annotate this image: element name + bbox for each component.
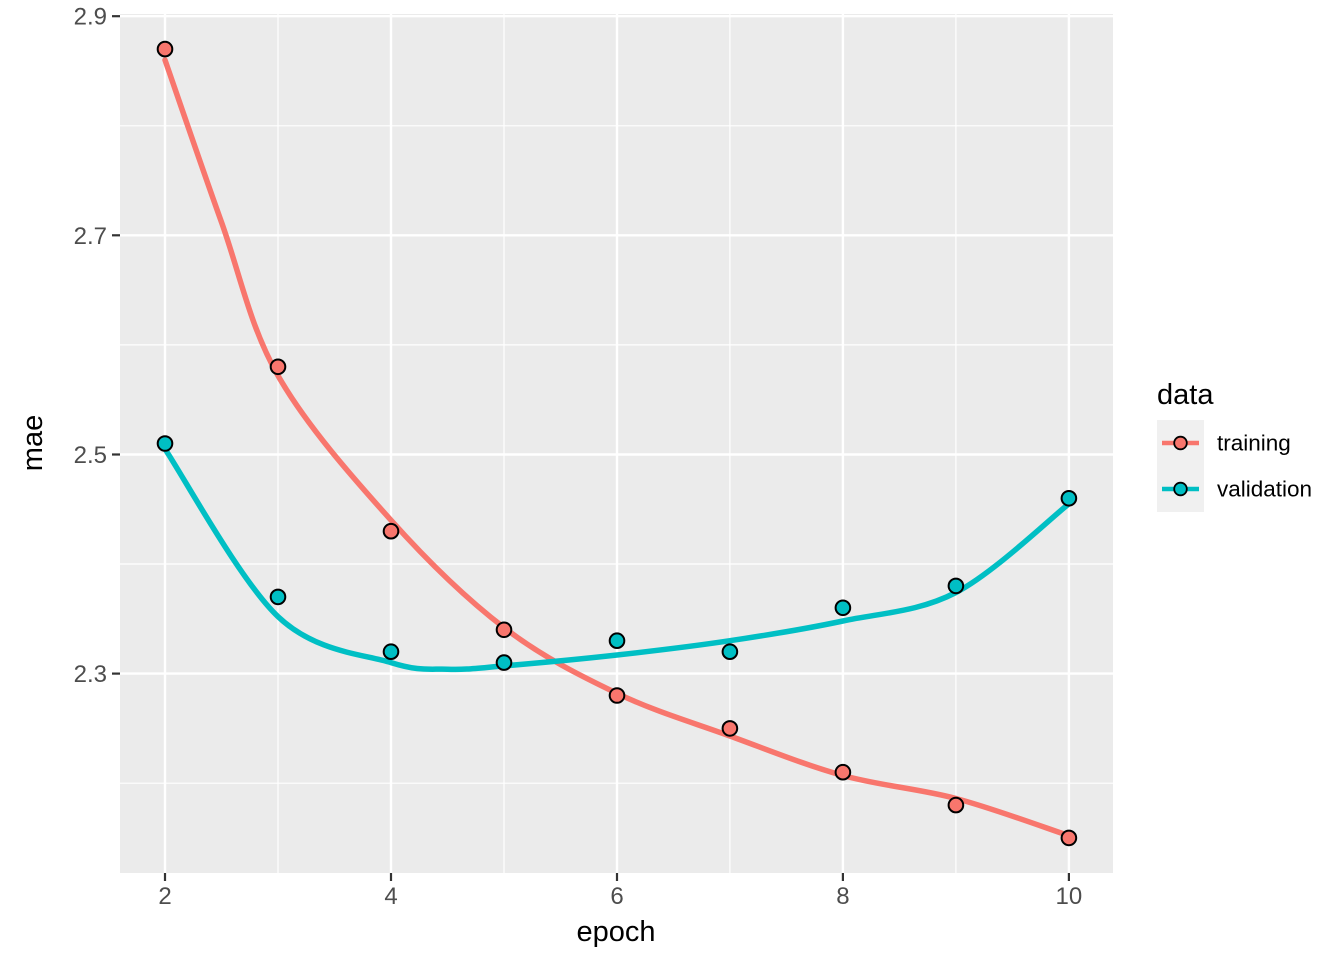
legend-key-point-validation <box>1173 481 1188 497</box>
point-training-epoch-9 <box>947 796 965 814</box>
y-axis-title: mae <box>17 415 49 471</box>
point-validation-epoch-8 <box>834 599 852 617</box>
y-tick-label: 2.3 <box>74 661 107 688</box>
smooth-line-validation <box>162 446 1072 673</box>
x-tick-label: 10 <box>1056 883 1083 910</box>
x-tick-label: 2 <box>158 883 171 910</box>
y-tick-label: 2.9 <box>74 4 107 31</box>
point-training-epoch-6 <box>608 687 626 704</box>
x-tick-label: 4 <box>384 883 397 910</box>
smooth-line-training <box>162 57 1072 839</box>
point-validation-epoch-10 <box>1060 490 1078 507</box>
point-validation-epoch-6 <box>608 632 626 650</box>
point-validation-epoch-5 <box>495 654 513 671</box>
y-tick-label: 2.7 <box>74 223 107 250</box>
legend-entry-training: training <box>1157 420 1291 466</box>
legend-label-validation: validation <box>1217 477 1312 502</box>
point-validation-epoch-4 <box>382 643 400 661</box>
point-training-epoch-5 <box>495 621 513 639</box>
legend-entry-validation: validation <box>1157 466 1312 512</box>
point-training-epoch-7 <box>721 720 739 737</box>
point-validation-epoch-2 <box>156 435 174 452</box>
x-tick-label: 8 <box>836 883 849 910</box>
point-training-epoch-10 <box>1060 829 1078 847</box>
x-axis-title: epoch <box>576 916 655 948</box>
point-training-epoch-4 <box>382 522 400 540</box>
legend: data training validation <box>1157 379 1312 512</box>
legend-key-point-training <box>1173 435 1188 451</box>
legend-label-training: training <box>1217 431 1291 456</box>
x-tick-label: 6 <box>610 883 623 910</box>
point-training-epoch-3 <box>269 358 287 376</box>
legend-title: data <box>1157 379 1214 411</box>
point-training-epoch-8 <box>834 763 852 781</box>
point-validation-epoch-3 <box>269 588 287 606</box>
point-validation-epoch-9 <box>947 577 965 595</box>
point-validation-epoch-7 <box>721 643 739 661</box>
y-tick-label: 2.5 <box>74 442 107 469</box>
point-training-epoch-2 <box>156 40 174 58</box>
